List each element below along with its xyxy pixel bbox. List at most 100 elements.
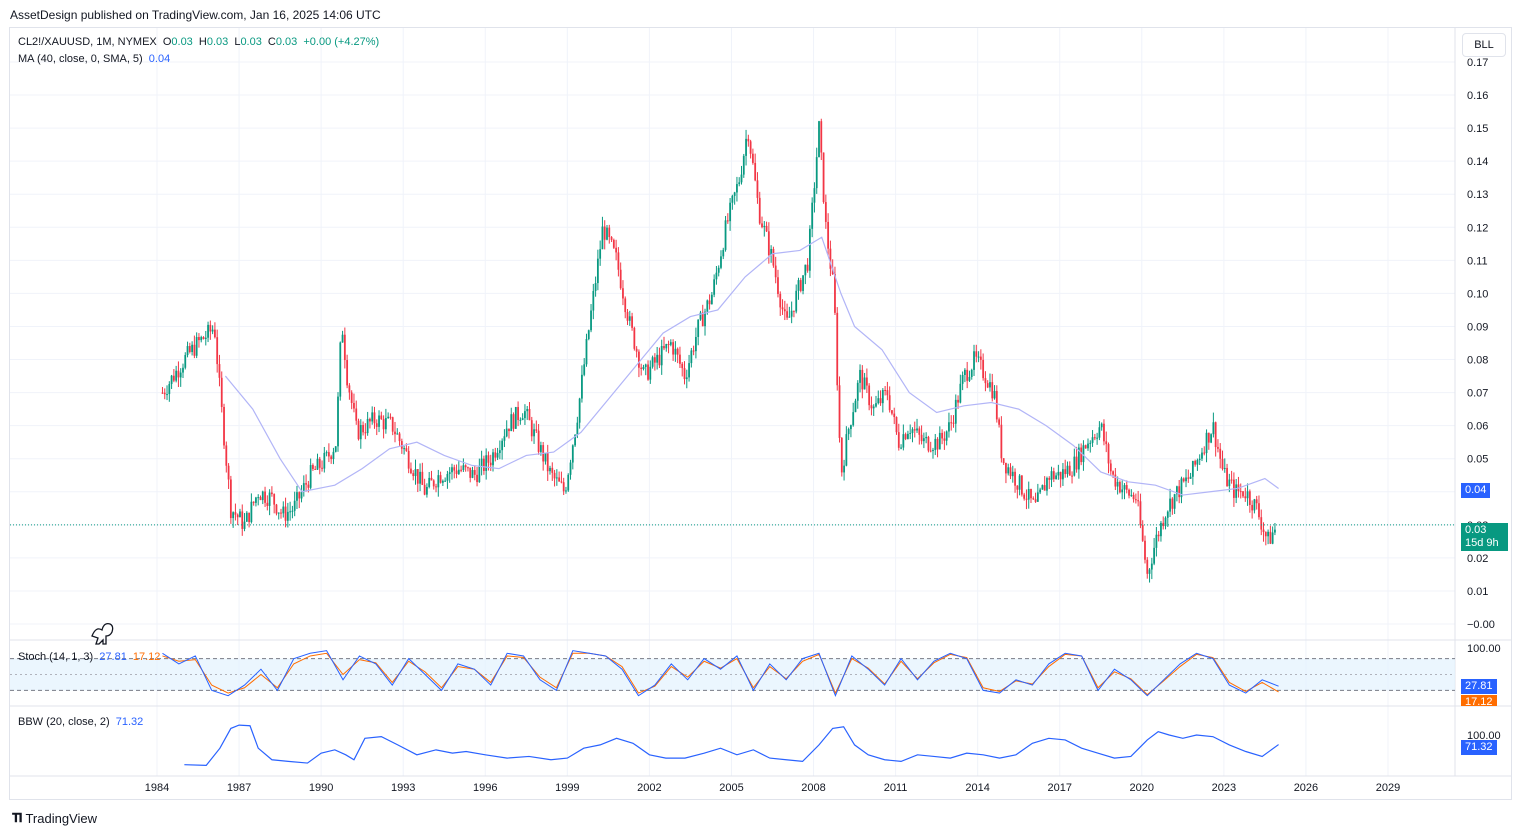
candle-body [722, 249, 725, 257]
candle-body [895, 417, 898, 433]
candle-body [539, 445, 542, 452]
candle-body [1157, 534, 1160, 537]
candle-body [640, 367, 643, 369]
candle-body [357, 420, 360, 440]
bbw-legend[interactable]: BBW (20, close, 2) 71.32 [18, 716, 146, 728]
candle-body [270, 492, 273, 495]
candle-body [403, 448, 406, 450]
stoch-d-line [162, 652, 1279, 696]
symbol-label[interactable]: CL2!/XAUUSD, 1M, NYMEX [18, 36, 157, 48]
footer[interactable]: 𝐓𝐈 TradingView [12, 811, 97, 826]
candle-body [991, 382, 994, 399]
last-price-value: 0.03 [1465, 524, 1487, 536]
candle-body [373, 412, 376, 424]
candle-body [1119, 481, 1121, 493]
candle-body [1020, 475, 1023, 495]
candle-body [1023, 494, 1026, 499]
candle-body [1082, 445, 1085, 463]
x-tick-label: 1990 [309, 782, 333, 794]
candle-body [747, 138, 750, 142]
candle-body [617, 252, 620, 270]
candle-body [1018, 475, 1021, 490]
candle-body [633, 327, 636, 349]
candle-body [380, 415, 383, 420]
candle-body [1014, 471, 1016, 486]
candle-body [936, 438, 939, 450]
stoch-d-value: 17.12 [132, 651, 161, 663]
candle-body [521, 418, 524, 420]
candle-body [1068, 465, 1071, 476]
candle-body [808, 228, 811, 271]
chart-frame [9, 27, 1512, 800]
candle-body [364, 432, 367, 434]
candle-body [451, 467, 453, 473]
candle-body [1080, 447, 1083, 463]
candle-body [469, 467, 472, 478]
candle-body [1176, 486, 1178, 495]
stoch-k-value: 27.81 [99, 651, 127, 663]
candle-body [603, 226, 606, 240]
candle-body [797, 280, 800, 291]
candle-body [1182, 478, 1185, 482]
candle-body [514, 407, 517, 429]
candle-body [412, 473, 415, 477]
candle-body [1123, 485, 1126, 490]
scale-mode-button[interactable]: BLL [1462, 33, 1506, 57]
candle-body [1030, 488, 1032, 499]
candle-body [902, 434, 905, 448]
candle-body [225, 445, 228, 466]
candle-body [1025, 498, 1028, 500]
y-tick-label: 0.13 [1467, 189, 1488, 201]
candle-body [590, 310, 592, 331]
candle-body [881, 390, 884, 404]
candle-body [517, 407, 519, 421]
candle-body [802, 275, 804, 291]
candle-body [1116, 481, 1119, 487]
candle-body [806, 264, 809, 271]
candle-body [209, 324, 212, 332]
x-tick-label: 2014 [965, 782, 989, 794]
candle-body [706, 300, 709, 312]
candle-body [1064, 469, 1067, 475]
candle-body [977, 356, 980, 358]
candle-body [193, 344, 196, 356]
y-tick-label: 0.15 [1467, 123, 1488, 135]
candle-body [1114, 474, 1117, 487]
candle-body [1016, 485, 1019, 490]
candle-body [1166, 511, 1169, 518]
x-tick-label: 2002 [637, 782, 661, 794]
candle-body [793, 310, 795, 312]
candle-body [428, 477, 431, 487]
candle-body [204, 337, 207, 340]
candle-body [875, 403, 877, 407]
bbw-value: 71.32 [115, 716, 144, 728]
candle-body [920, 434, 923, 442]
candle-body [170, 375, 173, 385]
candle-body [314, 468, 317, 470]
candle-body [567, 474, 570, 491]
candle-body [1194, 461, 1197, 465]
candle-body [761, 223, 763, 228]
candle-body [535, 429, 538, 431]
candle-body [448, 472, 451, 474]
candle-body [667, 344, 670, 346]
stoch-legend[interactable]: Stoch (14, 1, 3) 27.81 17.12 [18, 651, 163, 663]
candle-body [948, 422, 950, 432]
low-label: L [234, 36, 241, 48]
candle-body [284, 506, 287, 521]
candle-body [622, 288, 624, 299]
ma-legend[interactable]: MA (40, close, 0, SMA, 5) 0.04 [18, 53, 173, 65]
candle-body [268, 492, 271, 506]
candle-body [900, 447, 902, 449]
candle-body [396, 433, 399, 435]
candle-body [578, 398, 581, 423]
candle-body [220, 377, 223, 407]
candle-body [850, 425, 852, 430]
candle-body [255, 497, 257, 503]
candle-body [838, 385, 841, 438]
candle-body [419, 471, 421, 484]
candle-body [369, 418, 371, 422]
candle-body [904, 434, 907, 439]
candle-body [822, 152, 825, 203]
